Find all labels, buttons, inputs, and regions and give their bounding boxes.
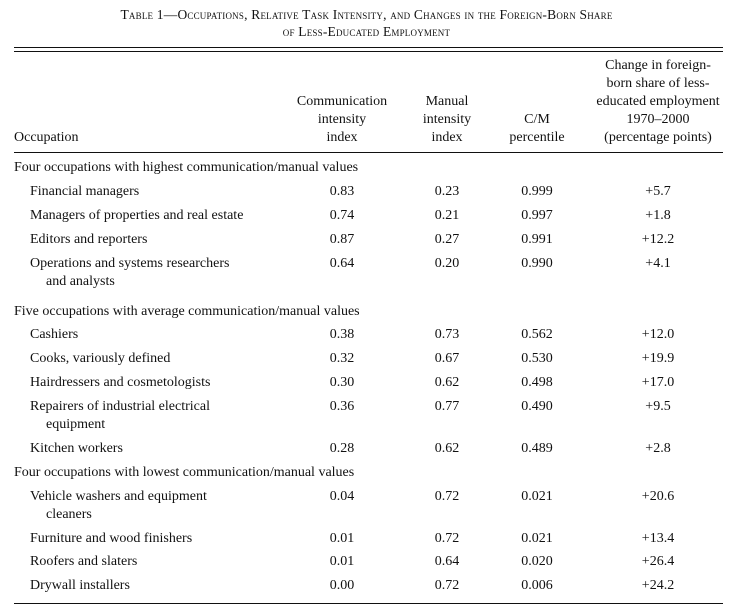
row-manual-index: 0.72 bbox=[434, 489, 460, 504]
header-cm-line-2: percentile bbox=[509, 130, 565, 145]
row-occupation: Repairers of industrial electrical bbox=[30, 399, 210, 414]
header-comm-line-2: intensity bbox=[317, 112, 367, 127]
row-manual-index: 0.64 bbox=[434, 554, 460, 569]
row-cm-percentile: 0.021 bbox=[521, 489, 553, 504]
row-change: +24.2 bbox=[641, 578, 675, 593]
row-occupation: Kitchen workers bbox=[30, 441, 123, 456]
row-comm-index: 0.74 bbox=[329, 208, 355, 223]
table-title: Table 1—Occupations, Relative Task Inten… bbox=[0, 6, 733, 40]
row-change: +9.5 bbox=[645, 399, 671, 414]
header-occupation: Occupation bbox=[14, 130, 79, 145]
row-occupation: Financial managers bbox=[30, 184, 140, 199]
row-occupation-continued: and analysts bbox=[46, 274, 115, 289]
section-label-lowest: Four occupations with lowest communicati… bbox=[14, 465, 355, 480]
row-manual-index: 0.67 bbox=[434, 351, 460, 366]
bottom-rule bbox=[14, 603, 723, 604]
row-change: +12.2 bbox=[641, 232, 675, 247]
row-occupation: Drywall installers bbox=[30, 578, 130, 593]
row-comm-index: 0.87 bbox=[329, 232, 355, 247]
row-comm-index: 0.36 bbox=[329, 399, 355, 414]
row-cm-percentile: 0.006 bbox=[521, 578, 553, 593]
row-change: +1.8 bbox=[645, 208, 671, 223]
row-cm-percentile: 0.021 bbox=[521, 531, 553, 546]
top-rule bbox=[14, 47, 723, 48]
row-comm-index: 0.28 bbox=[329, 441, 355, 456]
row-occupation: Cashiers bbox=[30, 327, 79, 342]
header-change-line-1: Change in foreign- bbox=[605, 58, 711, 73]
row-comm-index: 0.64 bbox=[329, 256, 355, 271]
header-manual-line-1: Manual bbox=[425, 94, 469, 109]
row-cm-percentile: 0.489 bbox=[521, 441, 553, 456]
header-manual-line-2: intensity bbox=[422, 112, 472, 127]
row-comm-index: 0.32 bbox=[329, 351, 355, 366]
table-title-line-2: of Less-Educated Employment bbox=[282, 24, 451, 39]
row-manual-index: 0.20 bbox=[434, 256, 460, 271]
row-cm-percentile: 0.530 bbox=[521, 351, 553, 366]
row-manual-index: 0.72 bbox=[434, 578, 460, 593]
row-comm-index: 0.38 bbox=[329, 327, 355, 342]
row-manual-index: 0.23 bbox=[434, 184, 460, 199]
row-manual-index: 0.77 bbox=[434, 399, 460, 414]
row-change: +12.0 bbox=[641, 327, 675, 342]
header-change-line-3: educated employment bbox=[596, 94, 720, 109]
row-comm-index: 0.04 bbox=[329, 489, 355, 504]
section-label-highest: Four occupations with highest communicat… bbox=[14, 160, 359, 175]
row-comm-index: 0.30 bbox=[329, 375, 355, 390]
row-occupation-continued: equipment bbox=[46, 417, 106, 432]
section-label-average: Five occupations with average communicat… bbox=[14, 304, 360, 319]
row-cm-percentile: 0.490 bbox=[521, 399, 553, 414]
row-change: +17.0 bbox=[641, 375, 675, 390]
header-manual-line-3: index bbox=[431, 130, 463, 145]
header-change-line-5: (percentage points) bbox=[604, 130, 712, 145]
row-comm-index: 0.01 bbox=[329, 554, 355, 569]
row-occupation: Managers of properties and real estate bbox=[30, 208, 244, 223]
row-change: +20.6 bbox=[641, 489, 675, 504]
row-cm-percentile: 0.562 bbox=[521, 327, 553, 342]
row-change: +26.4 bbox=[641, 554, 675, 569]
row-cm-percentile: 0.997 bbox=[521, 208, 553, 223]
row-manual-index: 0.62 bbox=[434, 375, 460, 390]
header-rule bbox=[14, 152, 723, 153]
row-cm-percentile: 0.020 bbox=[521, 554, 553, 569]
top-rule-second bbox=[14, 51, 723, 52]
header-change-line-4: 1970–2000 bbox=[626, 112, 690, 127]
header-cm-line-1: C/M bbox=[524, 112, 550, 127]
row-change: +19.9 bbox=[641, 351, 675, 366]
row-cm-percentile: 0.999 bbox=[521, 184, 553, 199]
header-comm-line-1: Communication bbox=[296, 94, 388, 109]
row-occupation: Hairdressers and cosmetologists bbox=[30, 375, 211, 390]
header-change-line-2: born share of less- bbox=[606, 76, 710, 91]
row-manual-index: 0.72 bbox=[434, 531, 460, 546]
row-cm-percentile: 0.991 bbox=[521, 232, 553, 247]
table-title-line-1: Table 1—Occupations, Relative Task Inten… bbox=[120, 7, 613, 22]
row-occupation: Vehicle washers and equipment bbox=[30, 489, 207, 504]
row-comm-index: 0.00 bbox=[329, 578, 355, 593]
row-occupation: Operations and systems researchers bbox=[30, 256, 230, 271]
row-change: +2.8 bbox=[645, 441, 671, 456]
row-cm-percentile: 0.498 bbox=[521, 375, 553, 390]
row-manual-index: 0.21 bbox=[434, 208, 460, 223]
row-manual-index: 0.73 bbox=[434, 327, 460, 342]
row-occupation: Cooks, variously defined bbox=[30, 351, 171, 366]
row-cm-percentile: 0.990 bbox=[521, 256, 553, 271]
row-change: +5.7 bbox=[645, 184, 671, 199]
row-manual-index: 0.27 bbox=[434, 232, 460, 247]
row-comm-index: 0.01 bbox=[329, 531, 355, 546]
row-change: +4.1 bbox=[645, 256, 671, 271]
row-occupation-continued: cleaners bbox=[46, 507, 92, 522]
row-occupation: Furniture and wood finishers bbox=[30, 531, 193, 546]
row-comm-index: 0.83 bbox=[329, 184, 355, 199]
row-change: +13.4 bbox=[641, 531, 675, 546]
row-occupation: Roofers and slaters bbox=[30, 554, 138, 569]
row-occupation: Editors and reporters bbox=[30, 232, 148, 247]
header-comm-line-3: index bbox=[326, 130, 358, 145]
row-manual-index: 0.62 bbox=[434, 441, 460, 456]
